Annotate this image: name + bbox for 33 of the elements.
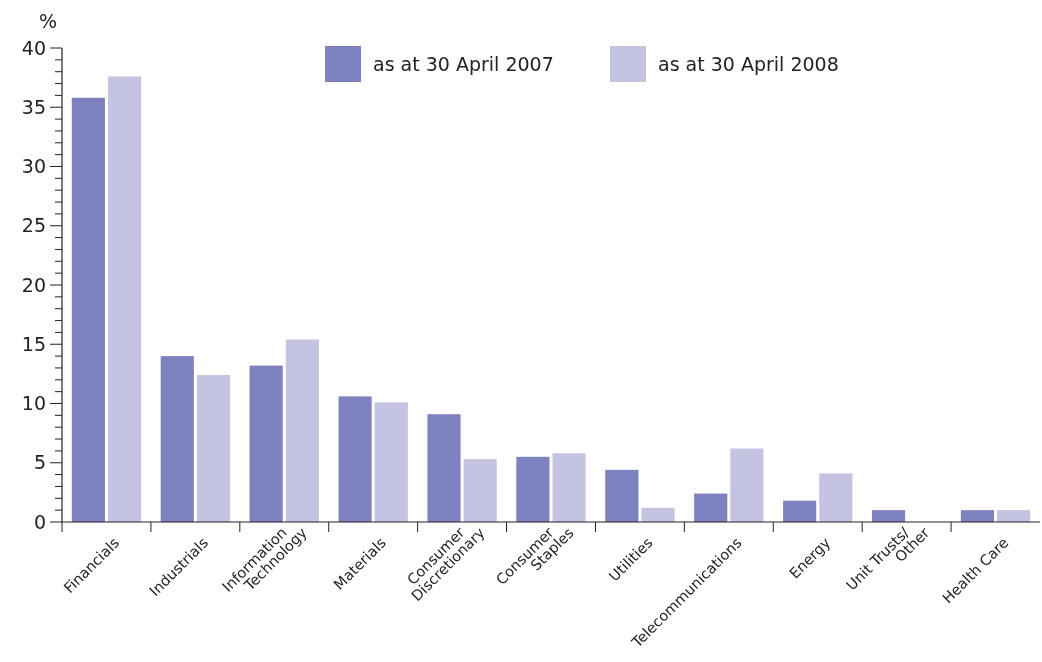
bar	[196, 375, 231, 522]
bar	[249, 365, 283, 522]
y-tick-label: 5	[33, 451, 46, 474]
bar	[641, 507, 675, 522]
y-tick-label: 30	[21, 155, 46, 178]
y-tick-label: 25	[21, 214, 46, 237]
bar	[871, 510, 906, 522]
bar	[374, 402, 408, 522]
y-axis-title: %	[38, 10, 58, 32]
y-tick-label: 40	[21, 36, 46, 59]
bar	[605, 469, 639, 522]
y-tick-label: 0	[33, 510, 46, 533]
y-tick-label: 20	[21, 273, 46, 296]
bar	[552, 453, 586, 522]
bar	[997, 510, 1031, 522]
y-tick-label: 10	[21, 392, 46, 415]
bar	[783, 500, 817, 522]
bar	[427, 414, 461, 522]
bar	[71, 97, 105, 522]
bar	[819, 473, 853, 522]
bar	[107, 76, 142, 522]
bar	[694, 493, 728, 522]
bar	[516, 456, 550, 522]
y-tick-label: 35	[21, 95, 46, 118]
y-tick-label: 15	[21, 332, 46, 355]
bar	[960, 510, 995, 522]
bar	[463, 459, 497, 522]
bar	[285, 339, 319, 522]
legend-label: as at 30 April 2007	[373, 52, 554, 75]
bar	[160, 356, 194, 522]
legend-label: as at 30 April 2008	[658, 52, 839, 75]
bar	[338, 396, 372, 522]
bar	[730, 448, 764, 522]
